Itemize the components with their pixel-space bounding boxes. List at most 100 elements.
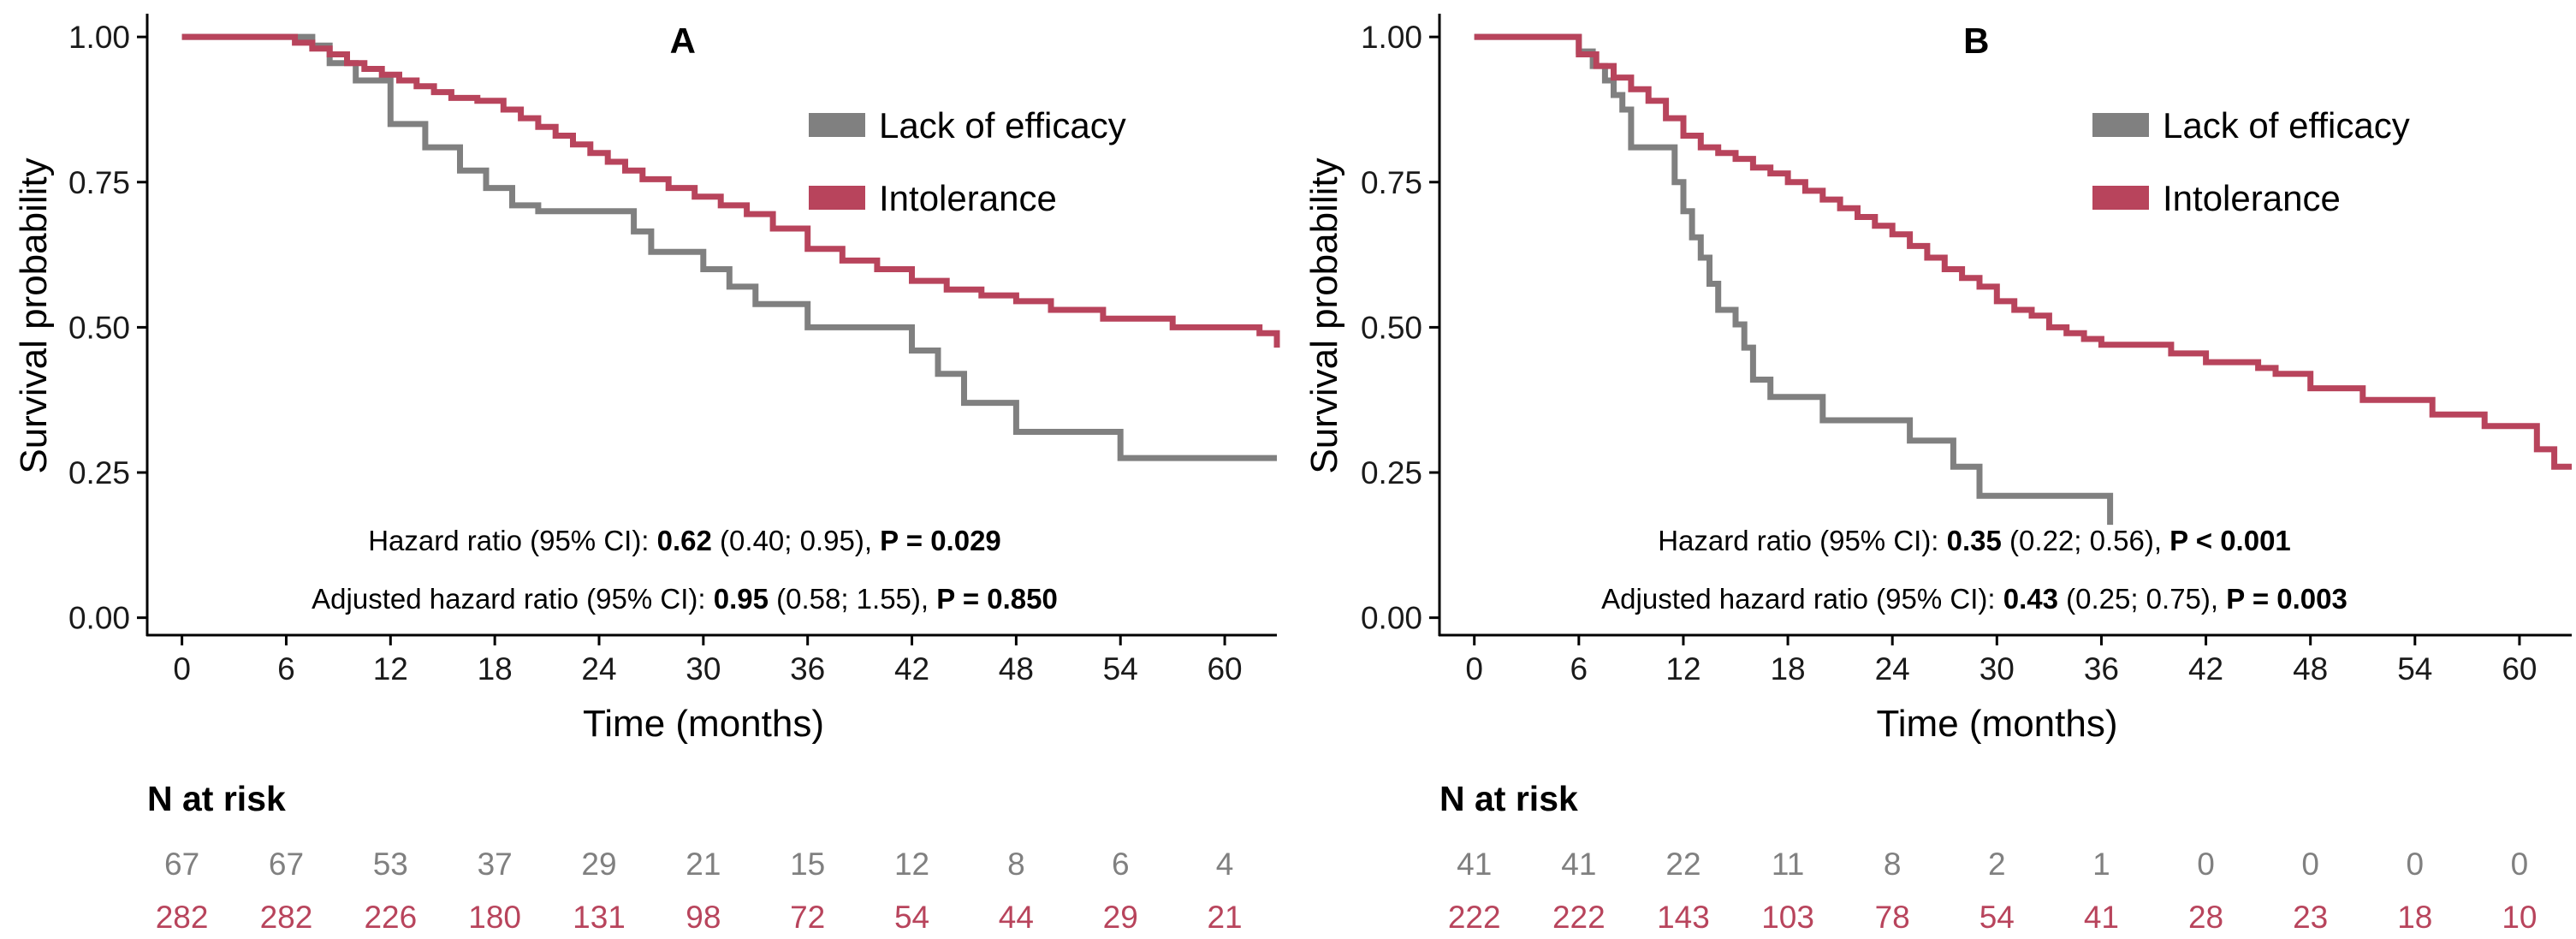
x-tick-label: 18	[1770, 651, 1805, 686]
y-tick-label: 0.75	[68, 165, 130, 200]
annotation-text: Adjusted hazard ratio (95% CI):	[1601, 583, 2003, 615]
risk-count-intolerance: 222	[1552, 900, 1606, 935]
risk-count-lack: 0	[2407, 847, 2425, 882]
risk-count-lack: 4	[1216, 847, 1234, 882]
curve-intolerance	[1474, 33, 2572, 470]
x-tick-label: 36	[790, 651, 825, 686]
y-tick-label: 0.00	[1361, 601, 1422, 636]
risk-count-intolerance: 72	[790, 900, 825, 935]
y-tick-label: 0.75	[1361, 165, 1422, 200]
panel-title: B	[1963, 21, 1989, 61]
annotation-text: (0.40; 0.95),	[712, 525, 880, 556]
x-tick-label: 30	[686, 651, 721, 686]
annotation-value-bold: P = 0.003	[2226, 583, 2347, 615]
legend-label: Intolerance	[2163, 178, 2341, 218]
risk-count-lack: 1	[2092, 847, 2110, 882]
risk-table-title: N at risk	[1439, 779, 1578, 818]
x-tick-label: 42	[2188, 651, 2223, 686]
risk-count-lack: 8	[1884, 847, 1902, 882]
annotation-value-bold: P < 0.001	[2169, 525, 2291, 556]
y-tick-label: 0.00	[68, 601, 130, 636]
adjusted-hazard-ratio-text: Adjusted hazard ratio (95% CI): 0.43 (0.…	[1601, 583, 2347, 615]
risk-count-intolerance: 10	[2502, 900, 2537, 935]
y-tick-label: 0.25	[1361, 455, 1422, 490]
risk-count-intolerance: 222	[1448, 900, 1501, 935]
risk-count-lack: 41	[1457, 847, 1492, 882]
annotation-value-bold: 0.62	[657, 525, 712, 556]
legend-intolerance: Intolerance	[2092, 178, 2341, 218]
risk-count-intolerance: 103	[1761, 900, 1814, 935]
risk-count-lack: 6	[1112, 847, 1130, 882]
risk-count-lack: 8	[1007, 847, 1025, 882]
x-tick-label: 24	[1875, 651, 1910, 686]
annotation-value-bold: 0.43	[2003, 583, 2058, 615]
risk-count-intolerance: 78	[1875, 900, 1910, 935]
x-tick-label: 36	[2084, 651, 2119, 686]
legend-label: Intolerance	[879, 178, 1057, 218]
risk-count-lack: 29	[581, 847, 616, 882]
legend-label: Lack of efficacy	[879, 105, 1126, 146]
x-tick-label: 6	[1570, 651, 1588, 686]
risk-count-intolerance: 21	[1207, 900, 1242, 935]
legend-swatch	[809, 186, 865, 210]
annotation-value-bold: 0.35	[1947, 525, 2002, 556]
x-tick-label: 6	[277, 651, 295, 686]
x-tick-label: 18	[478, 651, 513, 686]
legend-swatch	[2092, 113, 2149, 137]
annotation-text: (0.22; 0.56),	[2002, 525, 2169, 556]
curve-lack-of-efficacy	[1474, 33, 2114, 526]
x-axis-title: Time (months)	[583, 703, 824, 745]
risk-count-intolerance: 54	[1979, 900, 2015, 935]
risk-count-lack: 67	[269, 847, 304, 882]
legend-swatch	[809, 113, 865, 137]
risk-count-intolerance: 18	[2397, 900, 2432, 935]
x-tick-label: 42	[894, 651, 929, 686]
annotation-text: Adjusted hazard ratio (95% CI):	[312, 583, 714, 615]
x-tick-label: 60	[2502, 651, 2537, 686]
risk-count-intolerance: 143	[1657, 900, 1710, 935]
y-tick-label: 1.00	[68, 20, 130, 55]
risk-count-lack: 22	[1665, 847, 1701, 882]
x-axis-title: Time (months)	[1877, 703, 2118, 745]
x-tick-label: 24	[581, 651, 616, 686]
annotation-value-bold: P = 0.029	[880, 525, 1001, 556]
risk-count-lack: 11	[1772, 847, 1804, 882]
risk-count-intolerance: 98	[686, 900, 721, 935]
hazard-ratio-text: Hazard ratio (95% CI): 0.35 (0.22; 0.56)…	[1658, 525, 2291, 556]
risk-count-lack: 37	[478, 847, 513, 882]
risk-count-intolerance: 226	[364, 900, 417, 935]
risk-count-intolerance: 44	[999, 900, 1034, 935]
adjusted-hazard-ratio-text: Adjusted hazard ratio (95% CI): 0.95 (0.…	[312, 583, 1058, 615]
x-tick-label: 0	[173, 651, 191, 686]
risk-count-intolerance: 282	[260, 900, 313, 935]
x-tick-label: 48	[2293, 651, 2328, 686]
panel-a: 0.000.250.500.751.000 6 12 18 24 30 36 42 48 54 60…	[13, 14, 1280, 935]
x-tick-label: 30	[1979, 651, 2015, 686]
y-axis-title: Survival probability	[1303, 157, 1345, 473]
risk-count-intolerance: 28	[2188, 900, 2223, 935]
annotation-text: Hazard ratio (95% CI):	[368, 525, 656, 556]
x-tick-label: 12	[373, 651, 408, 686]
risk-count-intolerance: 180	[468, 900, 521, 935]
risk-count-lack: 0	[2301, 847, 2319, 882]
risk-count-intolerance: 282	[156, 900, 209, 935]
hazard-ratio-text: Hazard ratio (95% CI): 0.62 (0.40; 0.95)…	[368, 525, 1001, 556]
risk-count-lack: 2	[1988, 847, 2006, 882]
x-tick-label: 54	[2397, 651, 2432, 686]
x-tick-label: 48	[999, 651, 1034, 686]
risk-count-lack: 15	[790, 847, 825, 882]
risk-table-title: N at risk	[147, 779, 286, 818]
risk-count-lack: 53	[373, 847, 408, 882]
risk-table: N at risk 67 67 53 37 29 21 15 12 8 6 4 282 282 226 180…	[147, 779, 1243, 935]
y-tick-label: 0.25	[68, 455, 130, 490]
legend-lack-of-efficacy: Lack of efficacy	[809, 105, 1126, 146]
curve-lack-of-efficacy	[181, 33, 1277, 461]
legend-swatch	[2092, 186, 2149, 210]
risk-count-lack: 21	[686, 847, 721, 882]
legend-intolerance: Intolerance	[809, 178, 1057, 218]
annotation-text: (0.58; 1.55),	[769, 583, 936, 615]
y-tick-label: 0.50	[1361, 310, 1422, 345]
risk-count-intolerance: 54	[894, 900, 929, 935]
